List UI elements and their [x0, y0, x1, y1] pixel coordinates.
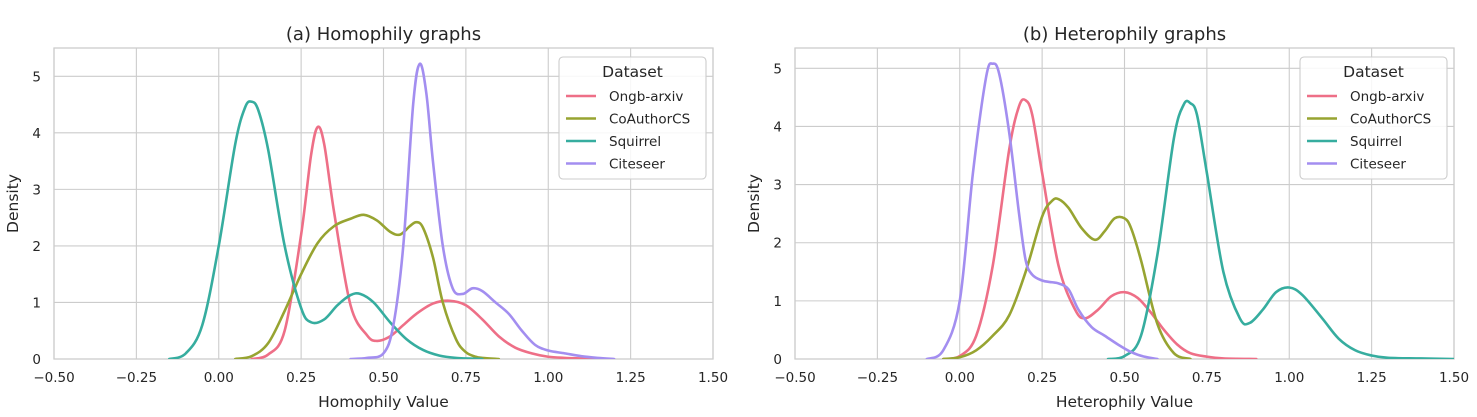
legend: Dataset Ongb-arxiv CoAuthorCS Squirrel Cites…: [558, 56, 707, 180]
y-tick-label: 1: [32, 295, 41, 311]
x-tick-label: 1.25: [1357, 370, 1387, 386]
series-line-citeseer: [925, 62, 1159, 359]
series-line-squirrel: [168, 100, 484, 359]
chart-panel-b: −0.50 −0.25 0.00 0.25 0.50 0.75 1.00 1.25 1.50 0 1…: [745, 24, 1469, 411]
x-tick-label: 0.75: [1192, 370, 1222, 386]
y-tick-label: 3: [773, 178, 782, 194]
y-tick-label: 0: [32, 352, 41, 368]
series-line-citeseer: [349, 62, 616, 359]
legend-title: Dataset: [1343, 63, 1404, 81]
legend-item-label: Ongb-arxiv: [1350, 89, 1424, 105]
x-tick-label: 0.25: [1027, 370, 1057, 386]
series-line-coauthorcs: [941, 197, 1192, 359]
y-tick-label: 5: [32, 69, 41, 85]
legend-item-label: CoAuthorCS: [609, 112, 690, 128]
y-axis-label: Density: [4, 174, 22, 233]
y-tick-label: 5: [773, 61, 782, 77]
legend-item-label: Citeseer: [1350, 157, 1406, 173]
series-line-squirrel: [1106, 99, 1454, 359]
y-tick-label: 0: [773, 352, 782, 368]
x-tick-label: 0.25: [286, 370, 316, 386]
y-tick-label: 1: [773, 294, 782, 310]
legend-title: Dataset: [602, 63, 663, 81]
x-tick-label: 1.00: [1274, 370, 1304, 386]
x-tick-label: −0.50: [33, 370, 74, 386]
y-tick-label: 2: [773, 236, 782, 252]
y-tick-label: 4: [773, 119, 782, 135]
x-tick-label: 1.50: [1439, 370, 1469, 386]
y-tick-label: 3: [32, 182, 41, 198]
legend-item-label: Citeseer: [609, 157, 665, 173]
series-line-ongb-arxiv: [941, 98, 1258, 359]
y-tick-label: 4: [32, 126, 41, 142]
x-tick-label: 1.25: [616, 370, 646, 386]
x-tick-label: 0.50: [1109, 370, 1139, 386]
x-tick-label: 1.00: [533, 370, 563, 386]
x-tick-label: −0.50: [774, 370, 815, 386]
series-line-coauthorcs: [233, 213, 501, 359]
x-tick-label: 0.75: [451, 370, 481, 386]
x-tick-label: −0.25: [116, 370, 157, 386]
x-tick-label: 0.00: [204, 370, 234, 386]
legend-box: [1299, 56, 1448, 180]
x-tick-label: 1.50: [698, 370, 728, 386]
y-tick-label: 2: [32, 239, 41, 255]
y-axis-label: Density: [745, 174, 763, 233]
chart-title: (a) Homophily graphs: [286, 24, 481, 45]
plot-frame: [794, 47, 1455, 360]
plot-frame: [53, 47, 714, 360]
legend-item-label: CoAuthorCS: [1350, 112, 1431, 128]
x-tick-label: −0.25: [857, 370, 898, 386]
legend-item-label: Squirrel: [1350, 134, 1402, 150]
x-tick-label: 0.00: [945, 370, 975, 386]
legend: Dataset Ongb-arxiv CoAuthorCS Squirrel Cites…: [1299, 56, 1448, 180]
legend-item-label: Squirrel: [609, 134, 661, 150]
x-axis-label: Homophily Value: [318, 393, 449, 411]
series-line-ongb-arxiv: [250, 125, 599, 359]
x-tick-label: 0.50: [368, 370, 398, 386]
x-axis-label: Heterophily Value: [1056, 393, 1193, 411]
legend-item-label: Ongb-arxiv: [609, 89, 683, 105]
legend-box: [558, 56, 707, 180]
chart-panel-a: −0.50 −0.25 0.00 0.25 0.50 0.75 1.00 1.25 1.50 0 1…: [4, 24, 728, 411]
chart-title: (b) Heterophily graphs: [1023, 24, 1226, 45]
